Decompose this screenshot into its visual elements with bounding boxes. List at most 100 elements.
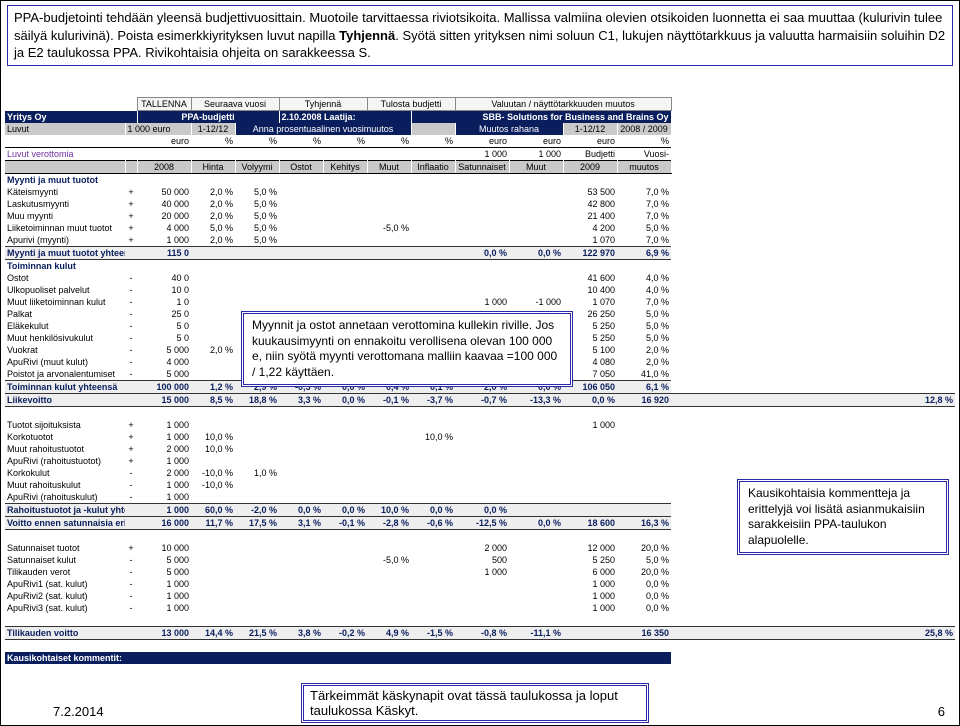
cell: 1 0	[137, 296, 191, 308]
cell	[455, 234, 509, 247]
cell: 5,0 %	[617, 308, 671, 320]
col-pct: %	[617, 135, 671, 148]
col-pct: %	[411, 135, 455, 148]
cell	[509, 602, 563, 614]
row-sign: -	[125, 602, 137, 614]
cell	[367, 284, 411, 296]
cell	[323, 222, 367, 234]
column-headers: 2008 Hinta Volyymi Ostot Kehitys Muut In…	[5, 161, 955, 174]
cell	[191, 602, 235, 614]
cell	[323, 479, 367, 491]
cell	[191, 320, 235, 332]
val: 1 000	[509, 148, 563, 161]
cell	[455, 419, 509, 431]
cell	[509, 210, 563, 222]
cell	[411, 222, 455, 234]
cell	[455, 602, 509, 614]
cell	[509, 566, 563, 578]
muutos-rahana: Muutos rahana	[455, 123, 563, 135]
row-label: ApuRivi (muut kulut)	[5, 356, 125, 368]
total-cell: 14,4 %	[191, 627, 235, 640]
total-cell: 11,7 %	[191, 517, 235, 530]
cell	[279, 296, 323, 308]
cell: 4,0 %	[617, 284, 671, 296]
total-cell: 60,0 %	[191, 504, 235, 517]
row-label: Käteismyynti	[5, 186, 125, 198]
col-pct: %	[367, 135, 411, 148]
cell	[191, 284, 235, 296]
btn-tallenna[interactable]: TALLENNA	[137, 98, 191, 111]
total-cell: 18 600	[563, 517, 617, 530]
row-label: Muu myynti	[5, 210, 125, 222]
cell	[411, 186, 455, 198]
cell	[411, 234, 455, 247]
cell	[455, 491, 509, 504]
cell	[279, 479, 323, 491]
row-label: Ostot	[5, 272, 125, 284]
btn-tulosta[interactable]: Tulosta budjetti	[367, 98, 455, 111]
cell: -5,0 %	[367, 554, 411, 566]
total-cell: 0,0 %	[563, 394, 617, 407]
total-label: Toiminnan kulut yhteensä	[5, 381, 125, 394]
row-label: Muut rahoituskulut	[5, 479, 125, 491]
col-muut: Muut	[367, 161, 411, 174]
cell	[367, 272, 411, 284]
cell: 40 000	[137, 198, 191, 210]
cell	[279, 272, 323, 284]
cell	[191, 332, 235, 344]
cell: 4 000	[137, 356, 191, 368]
cell	[455, 578, 509, 590]
cell: 2,0 %	[191, 344, 235, 356]
cell	[617, 455, 671, 467]
btn-seuraava[interactable]: Seuraava vuosi	[191, 98, 279, 111]
cell	[191, 590, 235, 602]
cell: 41 600	[563, 272, 617, 284]
total-label: Voitto ennen satunnaisia eriä	[5, 517, 125, 530]
cell	[279, 455, 323, 467]
cell	[367, 419, 411, 431]
cell	[191, 455, 235, 467]
btn-tyhjenna[interactable]: Tyhjennä	[279, 98, 367, 111]
row-label: Eläkekulut	[5, 320, 125, 332]
col-pct: %	[323, 135, 367, 148]
row-label: Liiketoiminnan muut tuotot	[5, 222, 125, 234]
cell	[563, 431, 617, 443]
total-cell: -1,5 %	[411, 627, 455, 640]
row-sign: -	[125, 368, 137, 381]
row-sign: +	[125, 443, 137, 455]
cell	[455, 590, 509, 602]
cell: 25 0	[137, 308, 191, 320]
cell: 2,0 %	[191, 210, 235, 222]
total-cell: -11,1 %	[509, 627, 563, 640]
company-name: Yritys Oy	[5, 111, 137, 124]
cell: 1 000	[137, 455, 191, 467]
data-row: ApuRivi (rahoitustuotot)+1 000	[5, 455, 955, 467]
cell: 6 000	[563, 566, 617, 578]
data-row: ApuRivi3 (sat. kulut)-1 0001 0000,0 %	[5, 602, 955, 614]
cell	[235, 554, 279, 566]
total-cell: 3,3 %	[279, 394, 323, 407]
cell	[323, 296, 367, 308]
row-sign: -	[125, 296, 137, 308]
unit: 1 000 euro	[125, 123, 191, 135]
row-sign: +	[125, 419, 137, 431]
header-row-2: Luvut 1 000 euro 1-12/12 Anna prosentuaa…	[5, 123, 955, 135]
cell	[191, 578, 235, 590]
btn-valuutta[interactable]: Valuutan / näyttötarkkuuden muutos	[455, 98, 671, 111]
cell	[191, 308, 235, 320]
cell	[235, 479, 279, 491]
cell	[411, 590, 455, 602]
row-sign: +	[125, 186, 137, 198]
total-cell: 17,5 %	[235, 517, 279, 530]
col-pct: %	[279, 135, 323, 148]
cell: 1 000	[563, 578, 617, 590]
header-company-row: Yritys Oy PPA-budjetti 2.10.2008 Laatija…	[5, 111, 955, 124]
cell	[279, 234, 323, 247]
cell	[509, 479, 563, 491]
row-label: Tilikauden verot	[5, 566, 125, 578]
cell	[509, 198, 563, 210]
cell: 0,0 %	[617, 590, 671, 602]
cell	[279, 602, 323, 614]
cell: 5,0 %	[617, 554, 671, 566]
total-cell: 1 000	[137, 504, 191, 517]
